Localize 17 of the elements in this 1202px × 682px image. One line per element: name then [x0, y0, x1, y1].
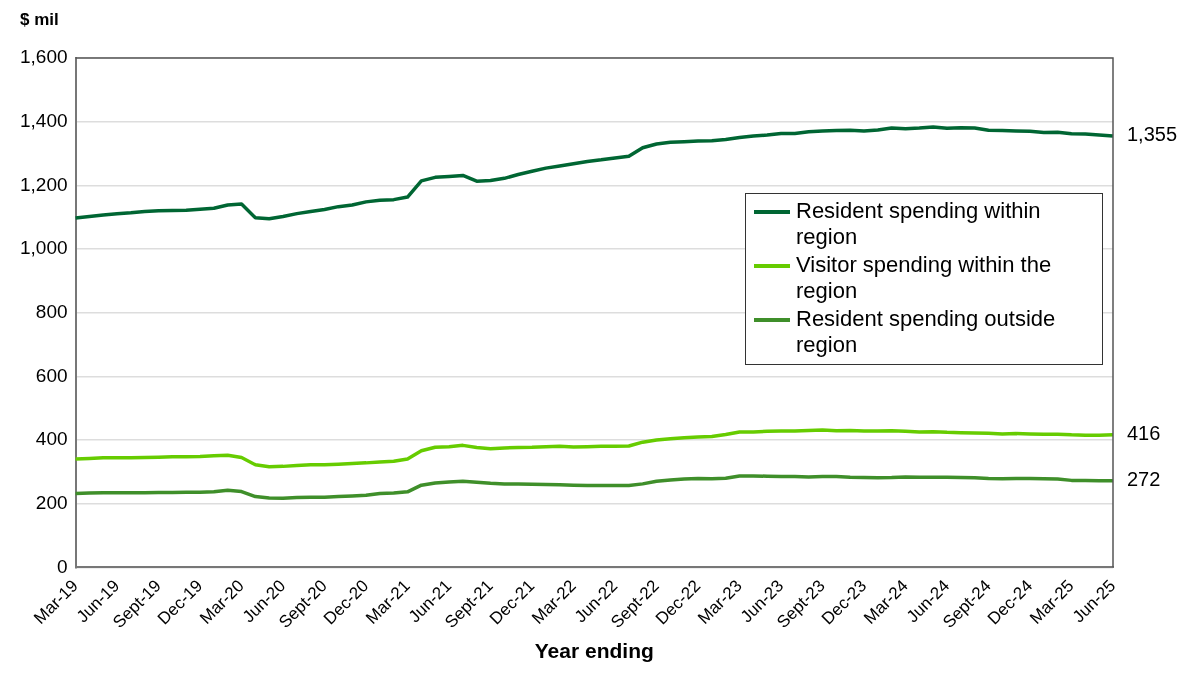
y-tick-label: 1,200	[20, 173, 68, 195]
y-tick-label: 800	[35, 300, 68, 322]
legend-label: Resident spending outside region	[796, 306, 1057, 358]
y-axis-title: $ mil	[20, 9, 59, 29]
data-label: 416	[1127, 422, 1161, 445]
y-tick-label: 400	[35, 428, 68, 450]
legend-label: Resident spending within region	[796, 198, 1042, 250]
legend-label: Visitor spending within the region	[796, 252, 1053, 304]
y-tick-label: 1,600	[20, 46, 68, 68]
y-tick-label: 600	[35, 364, 68, 386]
y-tick-label: 200	[35, 491, 68, 513]
y-tick-label: 0	[56, 555, 68, 577]
y-tick-label: 1,400	[20, 109, 68, 131]
y-tick-label: 1,000	[20, 237, 68, 259]
data-label: 272	[1127, 468, 1161, 491]
data-label: 1,355	[1127, 123, 1178, 146]
x-axis-title: Year ending	[534, 639, 654, 663]
